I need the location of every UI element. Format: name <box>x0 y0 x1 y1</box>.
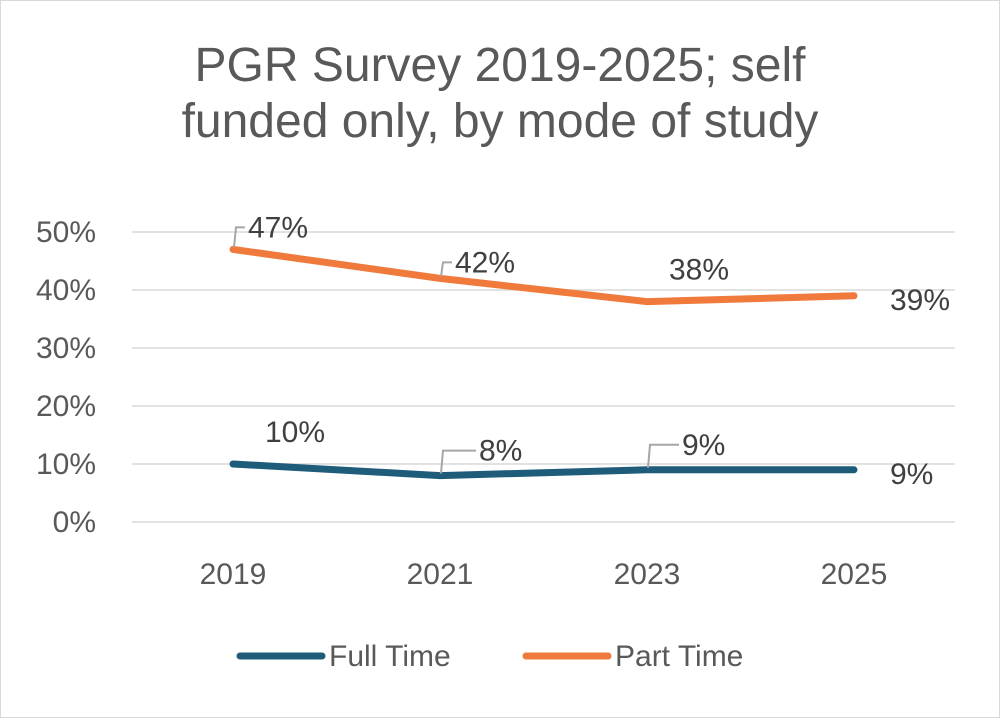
data-label-leaders <box>233 226 679 474</box>
y-tick-label: 30% <box>36 332 96 365</box>
series-lines <box>229 245 858 480</box>
chart-title: PGR Survey 2019-2025; self funded only, … <box>0 38 1000 150</box>
data-point <box>439 475 441 477</box>
x-tick-label: 2019 <box>200 558 267 591</box>
data-label: 42% <box>455 246 515 279</box>
data-label: 9% <box>682 429 725 462</box>
y-tick-label: 40% <box>36 274 96 307</box>
data-label: 9% <box>890 458 933 491</box>
data-labels: 10% 8% 9% 9% 47% 42% 38% 39% <box>248 211 950 490</box>
x-axis-tick-labels: 2019 2021 2023 2025 <box>200 558 888 591</box>
y-tick-label: 0% <box>53 506 96 539</box>
legend-label: Full Time <box>329 640 451 673</box>
data-point <box>853 469 855 471</box>
x-tick-label: 2021 <box>407 558 474 591</box>
chart-title-line-1: PGR Survey 2019-2025; self <box>194 39 806 92</box>
legend-label: Part Time <box>615 640 743 673</box>
y-tick-label: 50% <box>36 216 96 249</box>
data-label: 10% <box>265 416 325 449</box>
leader-line <box>233 226 245 248</box>
y-axis-tick-labels: 0% 10% 20% 30% 40% 50% <box>36 216 96 539</box>
data-point <box>646 469 648 471</box>
y-tick-label: 20% <box>36 390 96 423</box>
series-line <box>229 245 858 306</box>
leader-line <box>647 443 679 468</box>
data-point <box>232 463 234 465</box>
data-point <box>646 301 648 303</box>
chart-title-line-2: funded only, by mode of study <box>181 95 819 148</box>
leader-line <box>440 261 452 277</box>
data-point <box>439 277 441 279</box>
data-label: 47% <box>248 211 308 244</box>
data-point <box>232 248 234 250</box>
y-tick-label: 10% <box>36 448 96 481</box>
data-label: 8% <box>479 435 522 468</box>
data-point <box>853 295 855 297</box>
x-tick-label: 2025 <box>821 558 888 591</box>
series-line <box>229 460 858 480</box>
x-tick-label: 2023 <box>614 558 681 591</box>
data-label: 38% <box>669 254 729 287</box>
legend: Full Time Part Time <box>236 640 743 673</box>
gridlines <box>132 231 955 523</box>
data-label: 39% <box>890 284 950 317</box>
leader-line <box>440 449 476 474</box>
